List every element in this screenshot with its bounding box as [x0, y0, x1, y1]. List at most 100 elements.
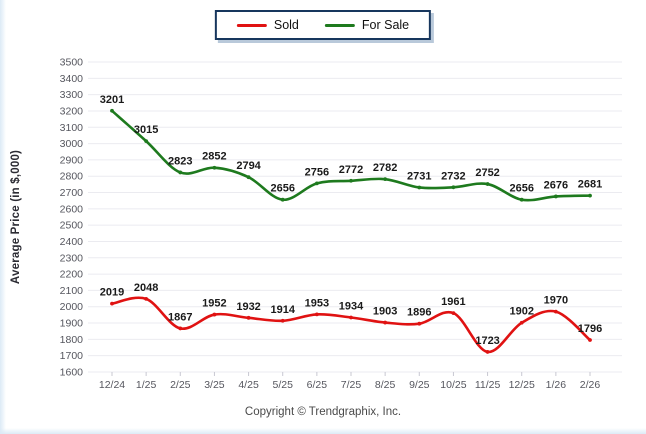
legend-item-for-sale: For Sale — [324, 18, 410, 32]
y-tick-label: 2300 — [60, 252, 84, 264]
chart-legend: Sold For Sale — [214, 10, 432, 40]
y-tick-label: 1600 — [60, 367, 84, 379]
y-tick-label: 3300 — [60, 89, 84, 101]
y-tick-label: 3200 — [60, 105, 84, 117]
point-value-label: 1952 — [202, 298, 226, 310]
y-tick-label: 1800 — [60, 334, 84, 346]
data-point-sold — [212, 312, 217, 317]
point-value-label: 1723 — [475, 335, 499, 347]
y-tick-label: 2100 — [60, 285, 84, 297]
sold-line-swatch — [236, 23, 267, 27]
point-value-label: 1953 — [305, 297, 329, 309]
point-value-label: 2852 — [202, 151, 226, 163]
point-value-label: 1796 — [578, 323, 602, 335]
y-tick-label: 2200 — [60, 269, 84, 281]
x-tick-label: 4/25 — [238, 379, 259, 391]
data-point-for-sale — [246, 175, 251, 180]
data-point-for-sale — [417, 185, 422, 190]
data-point-sold — [451, 311, 456, 315]
data-point-for-sale — [519, 197, 524, 202]
copyright-text: Copyright © Trendgraphix, Inc. — [244, 406, 402, 418]
x-tick-label: 1/26 — [546, 379, 567, 391]
data-point-sold — [349, 315, 353, 320]
x-tick-label: 9/25 — [409, 379, 430, 391]
data-point-sold — [383, 320, 388, 325]
x-tick-label: 12/25 — [509, 379, 535, 391]
data-point-for-sale — [144, 139, 149, 144]
data-point-for-sale — [383, 177, 388, 182]
data-point-sold — [519, 320, 524, 325]
for-sale-line-swatch — [324, 23, 355, 27]
data-point-for-sale — [349, 178, 353, 183]
point-value-label: 2656 — [509, 183, 533, 195]
point-value-label: 1961 — [441, 296, 465, 308]
data-point-sold — [178, 326, 183, 331]
data-point-sold — [280, 318, 285, 323]
data-point-sold — [588, 338, 592, 342]
point-value-label: 1903 — [373, 306, 397, 318]
x-tick-label: 5/25 — [272, 379, 293, 391]
point-value-label: 2676 — [544, 179, 568, 191]
x-tick-label: 8/25 — [375, 379, 396, 391]
legend-item-sold: Sold — [236, 18, 299, 32]
point-value-label: 2756 — [305, 166, 329, 178]
data-point-sold — [417, 321, 422, 326]
x-tick-label: 12/24 — [99, 379, 125, 391]
y-axis-title: Average Price (in $,000) — [10, 149, 22, 285]
point-value-label: 1867 — [168, 311, 192, 323]
point-value-label: 2782 — [373, 162, 397, 174]
data-point-sold — [314, 312, 319, 317]
point-value-label: 2732 — [441, 170, 465, 182]
x-tick-label: 3/25 — [204, 379, 225, 391]
data-point-sold — [246, 315, 251, 320]
y-tick-label: 3400 — [60, 73, 84, 85]
point-value-label: 1914 — [270, 304, 295, 316]
data-point-for-sale — [212, 165, 217, 170]
point-value-label: 3201 — [100, 94, 124, 106]
data-point-sold — [144, 297, 149, 301]
x-tick-label: 1/25 — [136, 379, 157, 391]
y-tick-label: 1900 — [60, 318, 84, 330]
point-value-label: 2794 — [236, 160, 261, 172]
data-point-for-sale — [553, 194, 558, 199]
data-point-for-sale — [110, 108, 114, 113]
x-tick-label: 10/25 — [440, 379, 466, 391]
legend-label-for-sale: For Sale — [361, 18, 410, 32]
point-value-label: 2656 — [270, 183, 294, 195]
x-tick-label: 6/25 — [307, 379, 328, 391]
data-point-for-sale — [280, 197, 285, 202]
point-value-label: 2681 — [578, 179, 602, 191]
x-tick-label: 7/25 — [341, 379, 362, 391]
point-value-label: 2019 — [100, 287, 124, 299]
data-point-sold — [110, 301, 114, 306]
point-value-label: 2752 — [475, 167, 499, 179]
y-tick-label: 2600 — [60, 203, 84, 215]
legend-label-sold: Sold — [273, 18, 299, 32]
point-value-label: 1934 — [339, 301, 364, 313]
y-tick-label: 1700 — [60, 350, 84, 362]
data-point-sold — [553, 309, 558, 314]
data-point-for-sale — [588, 193, 592, 198]
x-tick-label: 2/26 — [580, 379, 601, 391]
y-tick-label: 2400 — [60, 236, 84, 248]
point-value-label: 2731 — [407, 170, 431, 182]
y-tick-label: 2900 — [60, 154, 84, 166]
y-tick-label: 2500 — [60, 220, 84, 232]
data-point-for-sale — [451, 185, 456, 190]
x-tick-label: 2/25 — [170, 379, 191, 391]
data-point-sold — [485, 350, 490, 354]
data-point-for-sale — [178, 170, 183, 175]
point-value-label: 3015 — [134, 124, 158, 136]
y-tick-label: 3000 — [60, 138, 84, 150]
point-value-label: 2048 — [134, 282, 158, 294]
y-tick-label: 2000 — [60, 301, 84, 313]
point-value-label: 1896 — [407, 307, 431, 319]
y-tick-label: 2800 — [60, 171, 84, 183]
point-value-label: 1970 — [544, 295, 568, 307]
y-tick-label: 3100 — [60, 122, 84, 134]
data-point-for-sale — [314, 181, 319, 186]
data-point-for-sale — [485, 182, 490, 186]
point-value-label: 2772 — [339, 164, 363, 176]
